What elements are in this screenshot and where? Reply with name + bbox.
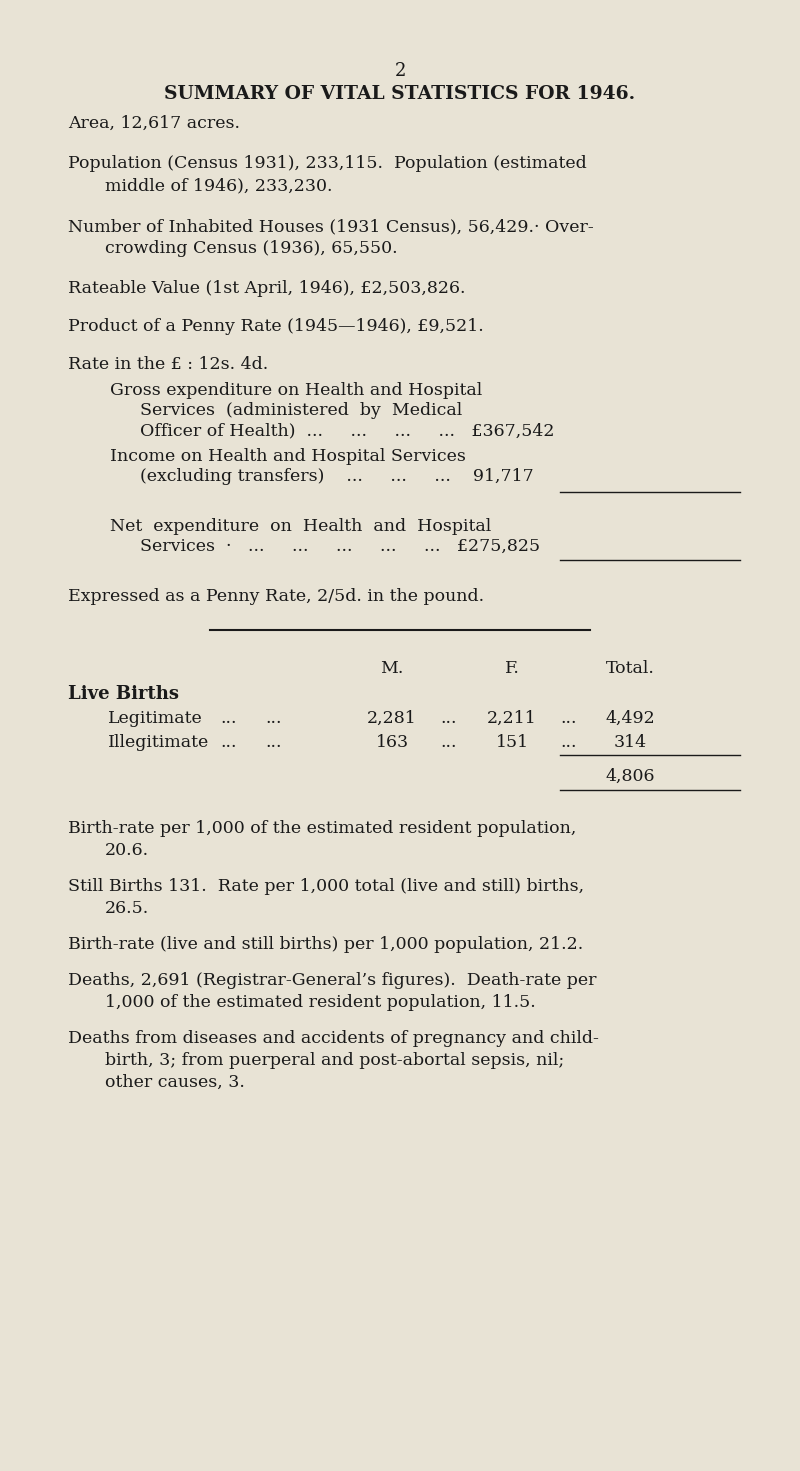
Text: ...: ...	[220, 710, 237, 727]
Text: SUMMARY OF VITAL STATISTICS FOR 1946.: SUMMARY OF VITAL STATISTICS FOR 1946.	[165, 85, 635, 103]
Text: Deaths from diseases and accidents of pregnancy and child-: Deaths from diseases and accidents of pr…	[68, 1030, 599, 1047]
Text: Area, 12,617 acres.: Area, 12,617 acres.	[68, 115, 240, 132]
Text: 314: 314	[614, 734, 646, 752]
Text: 163: 163	[375, 734, 409, 752]
Text: Still Births 131.  Rate per 1,000 total (live and still) births,: Still Births 131. Rate per 1,000 total (…	[68, 878, 584, 894]
Text: Illegitimate: Illegitimate	[108, 734, 210, 752]
Text: 2: 2	[394, 62, 406, 79]
Text: ...: ...	[440, 734, 457, 752]
Text: Total.: Total.	[606, 660, 654, 677]
Text: Expressed as a Penny Rate, 2/5d. in the pound.: Expressed as a Penny Rate, 2/5d. in the …	[68, 588, 484, 605]
Text: Birth-rate per 1,000 of the estimated resident population,: Birth-rate per 1,000 of the estimated re…	[68, 819, 576, 837]
Text: 4,492: 4,492	[605, 710, 655, 727]
Text: 26.5.: 26.5.	[105, 900, 150, 916]
Text: ...: ...	[440, 710, 457, 727]
Text: M.: M.	[380, 660, 404, 677]
Text: Rate in the £ : 12s. 4d.: Rate in the £ : 12s. 4d.	[68, 356, 268, 374]
Text: 20.6.: 20.6.	[105, 841, 149, 859]
Text: Live Births: Live Births	[68, 685, 179, 703]
Text: 151: 151	[495, 734, 529, 752]
Text: (excluding transfers)    ...     ...     ...    91,717: (excluding transfers) ... ... ... 91,717	[140, 468, 534, 485]
Text: Deaths, 2,691 (Registrar-General’s figures).  Death-rate per: Deaths, 2,691 (Registrar-General’s figur…	[68, 972, 597, 989]
Text: 4,806: 4,806	[606, 768, 654, 786]
Text: Services  (administered  by  Medical: Services (administered by Medical	[140, 402, 462, 419]
Text: ...: ...	[560, 734, 577, 752]
Text: Net  expenditure  on  Health  and  Hospital: Net expenditure on Health and Hospital	[110, 518, 491, 535]
Text: 2,281: 2,281	[367, 710, 417, 727]
Text: Services  ·   ...     ...     ...     ...     ...   £275,825: Services · ... ... ... ... ... £275,825	[140, 538, 540, 555]
Text: Product of a Penny Rate (1945—1946), £9,521.: Product of a Penny Rate (1945—1946), £9,…	[68, 318, 484, 335]
Text: Rateable Value (1st April, 1946), £2,503,826.: Rateable Value (1st April, 1946), £2,503…	[68, 279, 466, 297]
Text: Birth-rate (live and still births) per 1,000 population, 21.2.: Birth-rate (live and still births) per 1…	[68, 936, 583, 953]
Text: Legitimate: Legitimate	[108, 710, 202, 727]
Text: Income on Health and Hospital Services: Income on Health and Hospital Services	[110, 449, 466, 465]
Text: ...: ...	[265, 710, 282, 727]
Text: crowding Census (1936), 65,550.: crowding Census (1936), 65,550.	[105, 240, 398, 257]
Text: birth, 3; from puerperal and post-abortal sepsis, nil;: birth, 3; from puerperal and post-aborta…	[105, 1052, 564, 1069]
Text: Officer of Health)  ...     ...     ...     ...   £367,542: Officer of Health) ... ... ... ... £367,…	[140, 422, 554, 438]
Text: 2,211: 2,211	[487, 710, 537, 727]
Text: 1,000 of the estimated resident population, 11.5.: 1,000 of the estimated resident populati…	[105, 994, 536, 1011]
Text: ...: ...	[220, 734, 237, 752]
Text: Population (Census 1931), 233,115.  Population (estimated: Population (Census 1931), 233,115. Popul…	[68, 154, 586, 172]
Text: middle of 1946), 233,230.: middle of 1946), 233,230.	[105, 177, 333, 194]
Text: Number of Inhabited Houses (1931 Census), 56,429.· Over-: Number of Inhabited Houses (1931 Census)…	[68, 218, 594, 235]
Text: ...: ...	[560, 710, 577, 727]
Text: F.: F.	[505, 660, 519, 677]
Text: ...: ...	[265, 734, 282, 752]
Text: Gross expenditure on Health and Hospital: Gross expenditure on Health and Hospital	[110, 382, 482, 399]
Text: other causes, 3.: other causes, 3.	[105, 1074, 245, 1091]
